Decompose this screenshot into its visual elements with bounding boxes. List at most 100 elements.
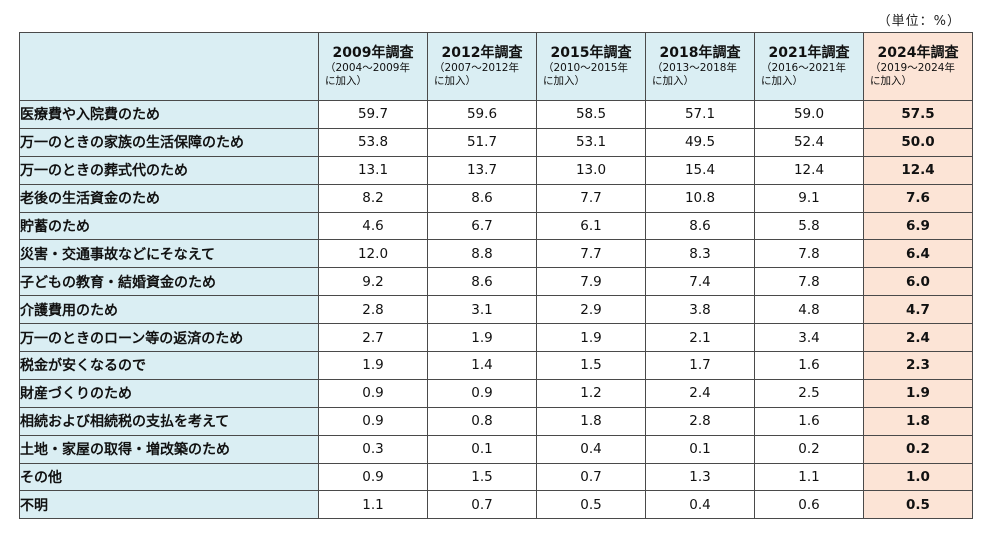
table-row: 貯蓄のため 4.6 6.7 6.1 8.6 5.8 6.9 <box>19 211 973 241</box>
column-header: 2018年調査 （2013～2018年 に加入） <box>645 32 755 101</box>
value-cell: 0.2 <box>754 434 864 464</box>
value-cell: 1.6 <box>754 406 864 436</box>
value-cell: 0.1 <box>645 434 755 464</box>
value-cell: 59.7 <box>318 100 428 129</box>
value-cell: 2.4 <box>863 323 973 353</box>
value-cell: 1.9 <box>863 378 973 408</box>
column-header-join: に加入） <box>870 75 912 88</box>
value-cell: 0.3 <box>318 434 428 464</box>
row-label: 相続および相続税の支払を考えて <box>19 406 319 436</box>
value-cell: 0.8 <box>427 406 537 436</box>
value-cell: 59.0 <box>754 100 864 129</box>
value-cell: 1.9 <box>318 351 428 380</box>
value-cell: 0.6 <box>754 490 864 520</box>
value-cell: 1.7 <box>645 351 755 380</box>
row-label: 万一のときのローン等の返済のため <box>19 323 319 353</box>
value-cell: 0.4 <box>645 490 755 520</box>
value-cell: 12.4 <box>754 155 864 185</box>
value-cell: 1.8 <box>863 406 973 436</box>
column-header: 2015年調査 （2010～2015年 に加入） <box>536 32 646 101</box>
value-cell: 1.9 <box>427 323 537 353</box>
column-header-title: 2024年調査 <box>877 44 959 61</box>
value-cell: 1.6 <box>754 351 864 380</box>
value-cell: 2.8 <box>645 406 755 436</box>
value-cell: 8.6 <box>427 267 537 297</box>
value-cell: 6.1 <box>536 211 646 241</box>
column-header-range: （2007～2012年 <box>434 62 519 75</box>
value-cell: 6.7 <box>427 211 537 241</box>
survey-table: 2009年調査 （2004～2009年 に加入） 2012年調査 （2007～2012年… <box>19 32 973 520</box>
value-cell: 3.4 <box>754 323 864 353</box>
value-cell: 4.6 <box>318 211 428 241</box>
value-cell: 2.5 <box>754 378 864 408</box>
column-header-title: 2018年調査 <box>659 44 741 61</box>
table-row: 相続および相続税の支払を考えて 0.9 0.8 1.8 2.8 1.6 1.8 <box>19 406 973 436</box>
value-cell: 1.9 <box>536 323 646 353</box>
table-row: 万一のときのローン等の返済のため 2.7 1.9 1.9 2.1 3.4 2.4 <box>19 323 973 353</box>
value-cell: 0.5 <box>536 490 646 520</box>
value-cell: 3.1 <box>427 295 537 325</box>
value-cell: 0.9 <box>318 462 428 492</box>
table-row: 老後の生活資金のため 8.2 8.6 7.7 10.8 9.1 7.6 <box>19 183 973 213</box>
value-cell: 57.5 <box>863 100 973 129</box>
table-row: 税金が安くなるので 1.9 1.4 1.5 1.7 1.6 2.3 <box>19 351 973 380</box>
header-row: 2009年調査 （2004～2009年 に加入） 2012年調査 （2007～2012年… <box>19 32 973 101</box>
value-cell: 57.1 <box>645 100 755 129</box>
row-label: 土地・家屋の取得・増改築のため <box>19 434 319 464</box>
row-label: 万一のときの家族の生活保障のため <box>19 127 319 157</box>
value-cell: 2.4 <box>645 378 755 408</box>
value-cell: 0.9 <box>427 378 537 408</box>
row-label: 税金が安くなるので <box>19 351 319 380</box>
row-label: 貯蓄のため <box>19 211 319 241</box>
value-cell: 9.1 <box>754 183 864 213</box>
value-cell: 6.0 <box>863 267 973 297</box>
value-cell: 52.4 <box>754 127 864 157</box>
table-row: 災害・交通事故などにそなえて 12.0 8.8 7.7 8.3 7.8 6.4 <box>19 239 973 269</box>
value-cell: 1.4 <box>427 351 537 380</box>
value-cell: 1.1 <box>318 490 428 520</box>
value-cell: 13.0 <box>536 155 646 185</box>
column-header-title: 2009年調査 <box>332 44 414 61</box>
column-header: 2009年調査 （2004～2009年 に加入） <box>318 32 428 101</box>
table-header: 2009年調査 （2004～2009年 に加入） 2012年調査 （2007～2012年… <box>19 32 973 101</box>
value-cell: 0.5 <box>863 490 973 520</box>
value-cell: 59.6 <box>427 100 537 129</box>
value-cell: 51.7 <box>427 127 537 157</box>
column-header-title: 2015年調査 <box>550 44 632 61</box>
value-cell: 7.8 <box>754 267 864 297</box>
value-cell: 7.6 <box>863 183 973 213</box>
value-cell: 13.7 <box>427 155 537 185</box>
row-label: 万一のときの葬式代のため <box>19 155 319 185</box>
row-label: 老後の生活資金のため <box>19 183 319 213</box>
value-cell: 49.5 <box>645 127 755 157</box>
row-label: 財産づくりのため <box>19 378 319 408</box>
value-cell: 1.8 <box>536 406 646 436</box>
table-row: 子どもの教育・結婚資金のため 9.2 8.6 7.9 7.4 7.8 6.0 <box>19 267 973 297</box>
value-cell: 8.6 <box>645 211 755 241</box>
value-cell: 8.6 <box>427 183 537 213</box>
header-corner-cell <box>19 32 319 101</box>
column-header-join: に加入） <box>543 75 585 88</box>
value-cell: 1.5 <box>427 462 537 492</box>
column-header-title: 2021年調査 <box>768 44 850 61</box>
row-label: 介護費用のため <box>19 295 319 325</box>
value-cell: 6.9 <box>863 211 973 241</box>
value-cell: 12.0 <box>318 239 428 269</box>
row-label: 子どもの教育・結婚資金のため <box>19 267 319 297</box>
value-cell: 7.4 <box>645 267 755 297</box>
value-cell: 0.2 <box>863 434 973 464</box>
value-cell: 3.8 <box>645 295 755 325</box>
value-cell: 8.8 <box>427 239 537 269</box>
value-cell: 2.3 <box>863 351 973 380</box>
value-cell: 15.4 <box>645 155 755 185</box>
column-header: 2024年調査 （2019～2024年 に加入） <box>863 32 973 101</box>
value-cell: 12.4 <box>863 155 973 185</box>
value-cell: 2.7 <box>318 323 428 353</box>
column-header-range: （2013～2018年 <box>652 62 737 75</box>
value-cell: 13.1 <box>318 155 428 185</box>
column-header-range: （2004～2009年 <box>325 62 410 75</box>
row-label: 不明 <box>19 490 319 520</box>
row-label: 医療費や入院費のため <box>19 100 319 129</box>
table-row: その他 0.9 1.5 0.7 1.3 1.1 1.0 <box>19 462 973 492</box>
value-cell: 0.9 <box>318 406 428 436</box>
